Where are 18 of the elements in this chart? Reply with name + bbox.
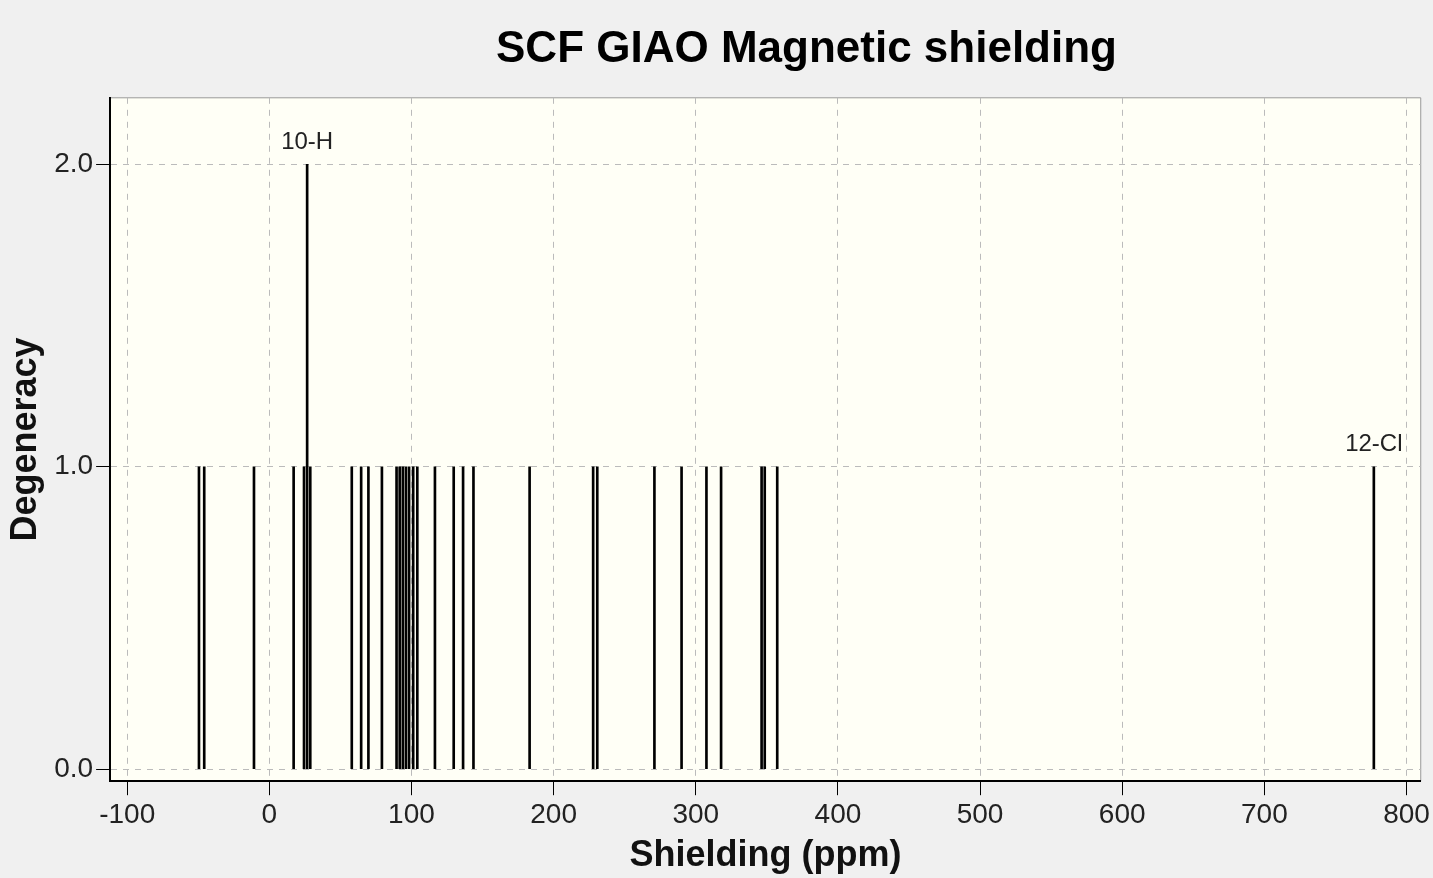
x-tick-label: 0	[261, 797, 278, 829]
x-tick-label: 500	[956, 797, 1004, 829]
chart-title: SCF GIAO Magnetic shielding	[495, 22, 1118, 72]
x-tick-label: 200	[530, 797, 577, 829]
x-tick-label: 800	[1383, 797, 1430, 829]
annotation: 10-H	[281, 126, 334, 154]
annotation: 12-Cl	[1345, 429, 1403, 457]
y-axis-title: Degeneracy	[2, 337, 44, 542]
y-tick-label: 0.0	[54, 751, 94, 783]
x-tick-label: 300	[672, 797, 720, 829]
x-tick-label: 100	[388, 797, 435, 829]
x-tick-label: 700	[1241, 797, 1288, 829]
x-tick-label: 600	[1098, 797, 1146, 829]
y-tick-label: 1.0	[54, 449, 94, 481]
x-axis-title: Shielding (ppm)	[629, 833, 902, 875]
x-tick-label: -100	[99, 797, 156, 829]
y-tick-label: 2.0	[54, 147, 94, 179]
x-tick-label: 400	[814, 797, 862, 829]
